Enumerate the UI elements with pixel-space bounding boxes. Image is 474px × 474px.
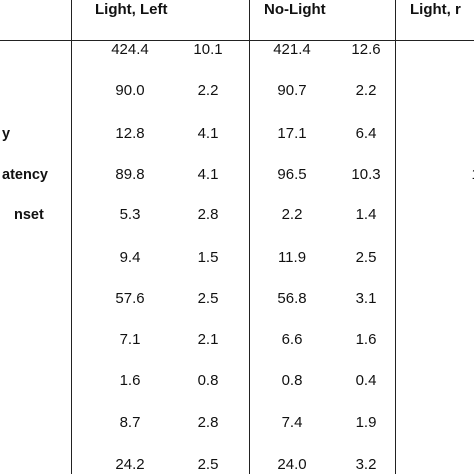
table-cell: 5.3 (119, 206, 141, 223)
table-cell: 4.1 (197, 166, 219, 183)
table-cell: 1.6 (119, 372, 141, 389)
table-cell: 2.1 (197, 331, 219, 348)
table-cell: 11.9 (277, 249, 307, 266)
header-no-light: No-Light (264, 1, 326, 18)
table-cell: 91 (454, 81, 474, 101)
table-cell: 12.8 (115, 125, 145, 142)
table-cell: 7 (454, 330, 474, 350)
table-cell: 2.8 (197, 414, 219, 431)
table-cell: 16 (454, 124, 474, 144)
row-label: y (2, 126, 11, 142)
table-cell: 100 (454, 165, 474, 185)
table-cell: 96.5 (277, 166, 307, 183)
table-cell: 24 (454, 455, 474, 474)
column-divider (71, 0, 72, 474)
table-cell: 24.0 (277, 456, 307, 473)
table-cell: 8 (454, 413, 474, 433)
table-cell: 8.7 (119, 414, 141, 431)
table-cell: 89.8 (115, 166, 145, 183)
header-rule (0, 40, 474, 41)
table-cell: 0.8 (281, 372, 303, 389)
table-cell: 17.1 (277, 125, 307, 142)
table-cell: 11 (454, 248, 474, 268)
header-light-left: Light, Left (95, 1, 168, 18)
column-divider (249, 0, 250, 474)
table-cell: 10.3 (351, 166, 381, 183)
table-cell: 2.5 (355, 249, 377, 266)
table-cell: 421.4 (273, 41, 311, 58)
table-cell: 2.8 (197, 206, 219, 223)
table-cell: 0.4 (355, 372, 377, 389)
table-cell: 1.4 (355, 206, 377, 223)
table-cell: 2.5 (197, 290, 219, 307)
table-cell: 24.2 (115, 456, 145, 473)
header-light-right: Light, r (410, 1, 461, 18)
table-cell: 4.1 (197, 125, 219, 142)
table-cell: 424.4 (111, 41, 149, 58)
table-cell: 3.2 (355, 456, 377, 473)
table-cell: 1.6 (355, 331, 377, 348)
table-cell: 6.6 (281, 331, 303, 348)
row-label: atency (2, 167, 48, 183)
table-cell: 1.9 (355, 414, 377, 431)
table-cell: 7.4 (281, 414, 303, 431)
table-cell: 57.6 (115, 290, 145, 307)
table-cell: 10.1 (193, 41, 223, 58)
table-cell: 90.7 (277, 82, 307, 99)
table-cell: 1.5 (197, 249, 219, 266)
table-cell: 55 (454, 289, 474, 309)
table-cell: 3.1 (355, 290, 377, 307)
table-cell: 12.6 (351, 41, 381, 58)
column-divider (395, 0, 396, 474)
table-cell: 0.8 (197, 372, 219, 389)
row-label: nset (14, 207, 44, 223)
table-cell: 6.4 (355, 125, 377, 142)
table-cell: 7.1 (119, 331, 141, 348)
table-cell: 1 (454, 371, 474, 391)
table-cell: 2.5 (197, 456, 219, 473)
table-cell: 56.8 (277, 290, 307, 307)
table-cell: 2.2 (197, 82, 219, 99)
table-cell: 2.2 (281, 206, 303, 223)
table-cell: 1 (454, 205, 474, 225)
table-cell: 2.2 (355, 82, 377, 99)
table-cell: 9.4 (119, 249, 141, 266)
table-cell: 90.0 (115, 82, 145, 99)
